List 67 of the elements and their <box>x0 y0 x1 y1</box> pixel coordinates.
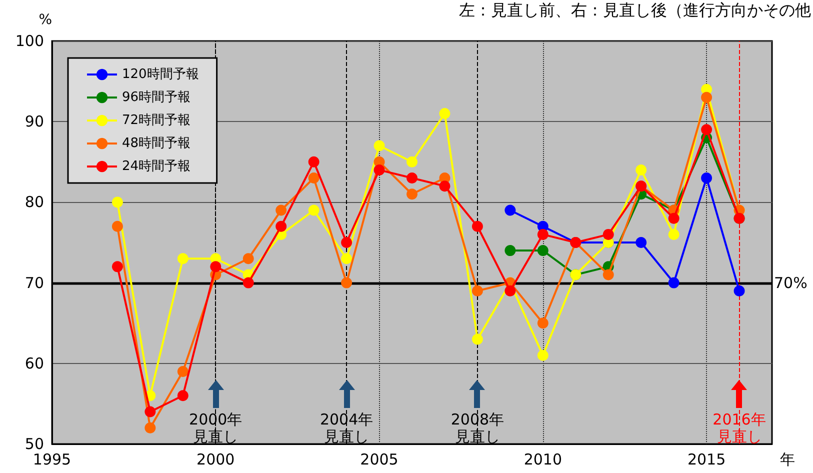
point <box>276 204 287 216</box>
point <box>210 261 222 272</box>
point <box>144 406 156 418</box>
point <box>308 204 320 216</box>
point <box>701 92 712 103</box>
point <box>504 204 516 216</box>
point <box>406 188 418 200</box>
point <box>537 350 548 361</box>
point <box>668 228 680 240</box>
y-tick-label: 100 <box>15 32 44 50</box>
point <box>112 220 123 232</box>
legend-label: 120時間予報 <box>122 67 199 82</box>
point <box>602 269 614 280</box>
y-tick-label: 90 <box>24 112 44 131</box>
point <box>374 164 385 176</box>
point <box>472 285 483 296</box>
point <box>701 172 712 184</box>
y-tick-label: 50 <box>24 435 44 453</box>
legend-label: 72時間予報 <box>122 113 191 128</box>
x-tick-label: 2005 <box>360 450 398 468</box>
point <box>308 156 320 168</box>
legend-label: 24時間予報 <box>122 159 191 174</box>
y-axis-title: % <box>38 12 52 28</box>
point <box>439 180 450 192</box>
point <box>668 212 680 224</box>
point <box>374 140 385 152</box>
x-axis-title: 年 <box>780 450 795 468</box>
point <box>537 318 548 329</box>
point <box>472 334 483 345</box>
x-tick-label: 1995 <box>32 450 72 468</box>
point <box>144 422 156 434</box>
ref-line-label: 70% <box>774 274 808 292</box>
point <box>112 261 123 272</box>
legend-label: 48時間予報 <box>122 136 191 151</box>
point <box>242 277 254 288</box>
y-tick-label: 60 <box>24 354 44 372</box>
point <box>177 366 188 377</box>
point <box>472 220 483 232</box>
point <box>537 245 548 256</box>
point <box>276 220 287 232</box>
point <box>504 285 516 296</box>
point <box>177 390 188 402</box>
point <box>439 108 450 120</box>
point <box>636 164 647 176</box>
point <box>701 124 712 136</box>
point <box>406 156 418 168</box>
point <box>668 277 680 288</box>
point <box>341 237 352 248</box>
x-tick-label: 2010 <box>524 450 562 468</box>
point <box>734 285 745 296</box>
point <box>112 196 123 208</box>
point <box>341 253 352 264</box>
point <box>636 237 647 248</box>
point <box>537 228 548 240</box>
y-tick-label: 70 <box>24 274 44 292</box>
point <box>308 172 320 184</box>
text: 左：見直し前、右：見直し後（進行方向かその他 <box>459 0 811 20</box>
point <box>177 253 188 264</box>
point <box>602 228 614 240</box>
x-tick-label: 2015 <box>687 450 726 468</box>
point <box>406 172 418 184</box>
point <box>341 277 352 288</box>
y-tick-label: 80 <box>24 193 44 212</box>
point <box>242 253 254 264</box>
legend-label: 96時間予報 <box>122 90 191 105</box>
point <box>504 245 516 256</box>
x-tick-label: 2000 <box>196 450 235 468</box>
